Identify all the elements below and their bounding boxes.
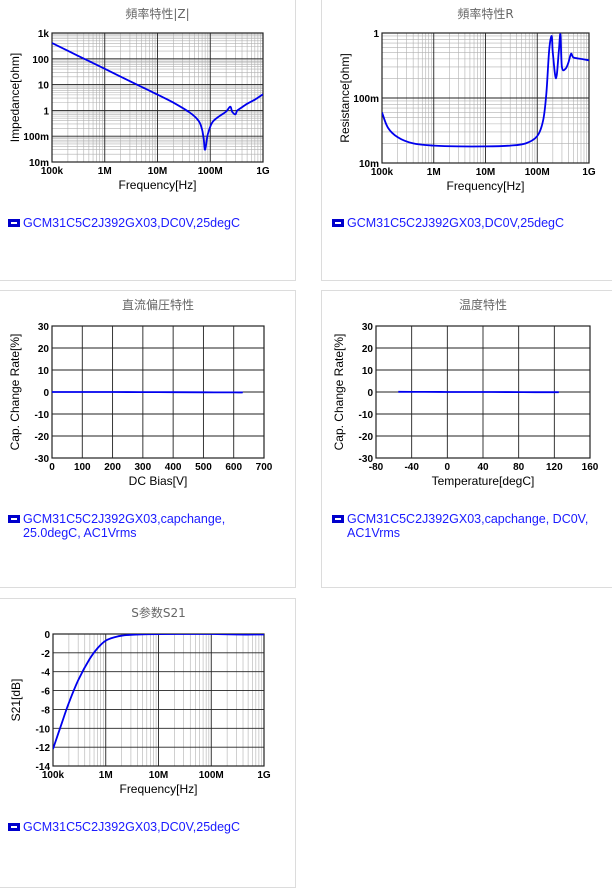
x-tick-label: 1M: [99, 770, 113, 781]
temperature-legend[interactable]: GCM31C5C2J392GX03,capchange, DC0V, AC1Vr…: [332, 512, 607, 540]
impedance-legend-label: GCM31C5C2J392GX03,DC0V,25degC: [23, 216, 240, 230]
y-tick-label: 30: [362, 322, 374, 333]
x-tick-label: 100M: [525, 167, 550, 178]
y-tick-label: -10: [36, 724, 51, 735]
y-tick-label: 0: [367, 388, 373, 399]
resistance-legend[interactable]: GCM31C5C2J392GX03,DC0V,25degC: [332, 216, 564, 230]
x-tick-label: 300: [135, 462, 152, 473]
x-tick-label: 160: [582, 462, 599, 473]
y-tick-label: -8: [41, 705, 50, 716]
y-tick-label: -14: [36, 762, 51, 773]
x-tick-label: 600: [225, 462, 242, 473]
y-tick-label: 1: [43, 106, 49, 117]
y-tick-label: 10: [38, 81, 50, 92]
x-tick-label: 0: [49, 462, 55, 473]
x-tick-label: 1G: [256, 166, 270, 177]
x-tick-label: 10M: [476, 167, 495, 178]
x-axis-label: Temperature[degC]: [432, 474, 535, 488]
y-tick-label: 10: [362, 366, 374, 377]
legend-swatch-icon: [8, 219, 20, 227]
x-tick-label: 10M: [149, 770, 168, 781]
y-tick-label: 10m: [29, 158, 49, 169]
x-tick-label: 500: [195, 462, 212, 473]
y-tick-label: 10: [38, 366, 50, 377]
y-tick-label: 100m: [23, 132, 49, 143]
y-axis-label: S21[dB]: [9, 679, 23, 722]
x-tick-label: 1G: [257, 770, 271, 781]
y-tick-label: 1: [373, 29, 379, 40]
y-tick-label: -20: [35, 432, 50, 443]
y-axis-label: Impedance[ohm]: [8, 53, 22, 142]
x-tick-label: 40: [477, 462, 489, 473]
x-tick-label: 120: [546, 462, 563, 473]
chart-title: S参数S21: [131, 605, 186, 620]
x-tick-label: 1M: [427, 167, 441, 178]
chart-title: 温度特性: [459, 297, 507, 312]
resistance-legend-label: GCM31C5C2J392GX03,DC0V,25degC: [347, 216, 564, 230]
x-tick-label: 10M: [148, 166, 167, 177]
x-tick-label: 700: [256, 462, 273, 473]
y-tick-label: -12: [36, 743, 51, 754]
legend-swatch-icon: [332, 515, 344, 523]
x-tick-label: 200: [104, 462, 121, 473]
y-tick-label: 0: [44, 630, 50, 641]
chart-title: 直流偏圧特性: [122, 297, 194, 312]
y-tick-label: -4: [41, 668, 50, 679]
chart-title: 頻率特性R: [457, 6, 513, 21]
x-tick-label: 100M: [198, 166, 223, 177]
x-tick-label: 100M: [199, 770, 224, 781]
y-axis-label: Cap. Change Rate[%]: [8, 334, 22, 451]
y-tick-label: 30: [38, 322, 50, 333]
legend-swatch-icon: [8, 823, 20, 831]
legend-swatch-icon: [332, 219, 344, 227]
y-tick-label: 1k: [38, 29, 50, 40]
y-tick-label: 0: [43, 388, 49, 399]
y-axis-label: Resistance[ohm]: [338, 53, 352, 142]
x-axis-label: Frequency[Hz]: [446, 179, 524, 193]
y-tick-label: -6: [41, 687, 50, 698]
dcbias-legend[interactable]: GCM31C5C2J392GX03,capchange, 25.0degC, A…: [8, 512, 258, 540]
x-tick-label: -40: [404, 462, 419, 473]
y-tick-label: 20: [38, 344, 50, 355]
x-axis-label: Frequency[Hz]: [119, 782, 197, 796]
legend-swatch-icon: [8, 515, 20, 523]
y-axis-label: Cap. Change Rate[%]: [332, 334, 346, 451]
chart-title: 頻率特性|Z|: [125, 6, 189, 21]
y-tick-label: 10m: [359, 159, 379, 170]
y-tick-label: -2: [41, 649, 50, 660]
dcbias-legend-label: GCM31C5C2J392GX03,capchange, 25.0degC, A…: [23, 512, 258, 540]
x-axis-label: DC Bias[V]: [129, 474, 188, 488]
x-tick-label: 400: [165, 462, 182, 473]
s21-legend[interactable]: GCM31C5C2J392GX03,DC0V,25degC: [8, 820, 240, 834]
y-tick-label: -30: [359, 454, 374, 465]
y-tick-label: -20: [359, 432, 374, 443]
s21-legend-label: GCM31C5C2J392GX03,DC0V,25degC: [23, 820, 240, 834]
x-tick-label: 0: [445, 462, 451, 473]
x-tick-label: 1M: [98, 166, 112, 177]
y-tick-label: 100: [32, 55, 49, 66]
temperature-legend-label: GCM31C5C2J392GX03,capchange, DC0V, AC1Vr…: [347, 512, 607, 540]
y-tick-label: 100m: [353, 94, 379, 105]
x-tick-label: 100: [74, 462, 91, 473]
impedance-legend[interactable]: GCM31C5C2J392GX03,DC0V,25degC: [8, 216, 240, 230]
x-tick-label: 80: [513, 462, 525, 473]
y-tick-label: 20: [362, 344, 374, 355]
x-axis-label: Frequency[Hz]: [118, 178, 196, 192]
y-tick-label: -10: [35, 410, 50, 421]
y-tick-label: -30: [35, 454, 50, 465]
y-tick-label: -10: [359, 410, 374, 421]
x-tick-label: 1G: [582, 167, 596, 178]
